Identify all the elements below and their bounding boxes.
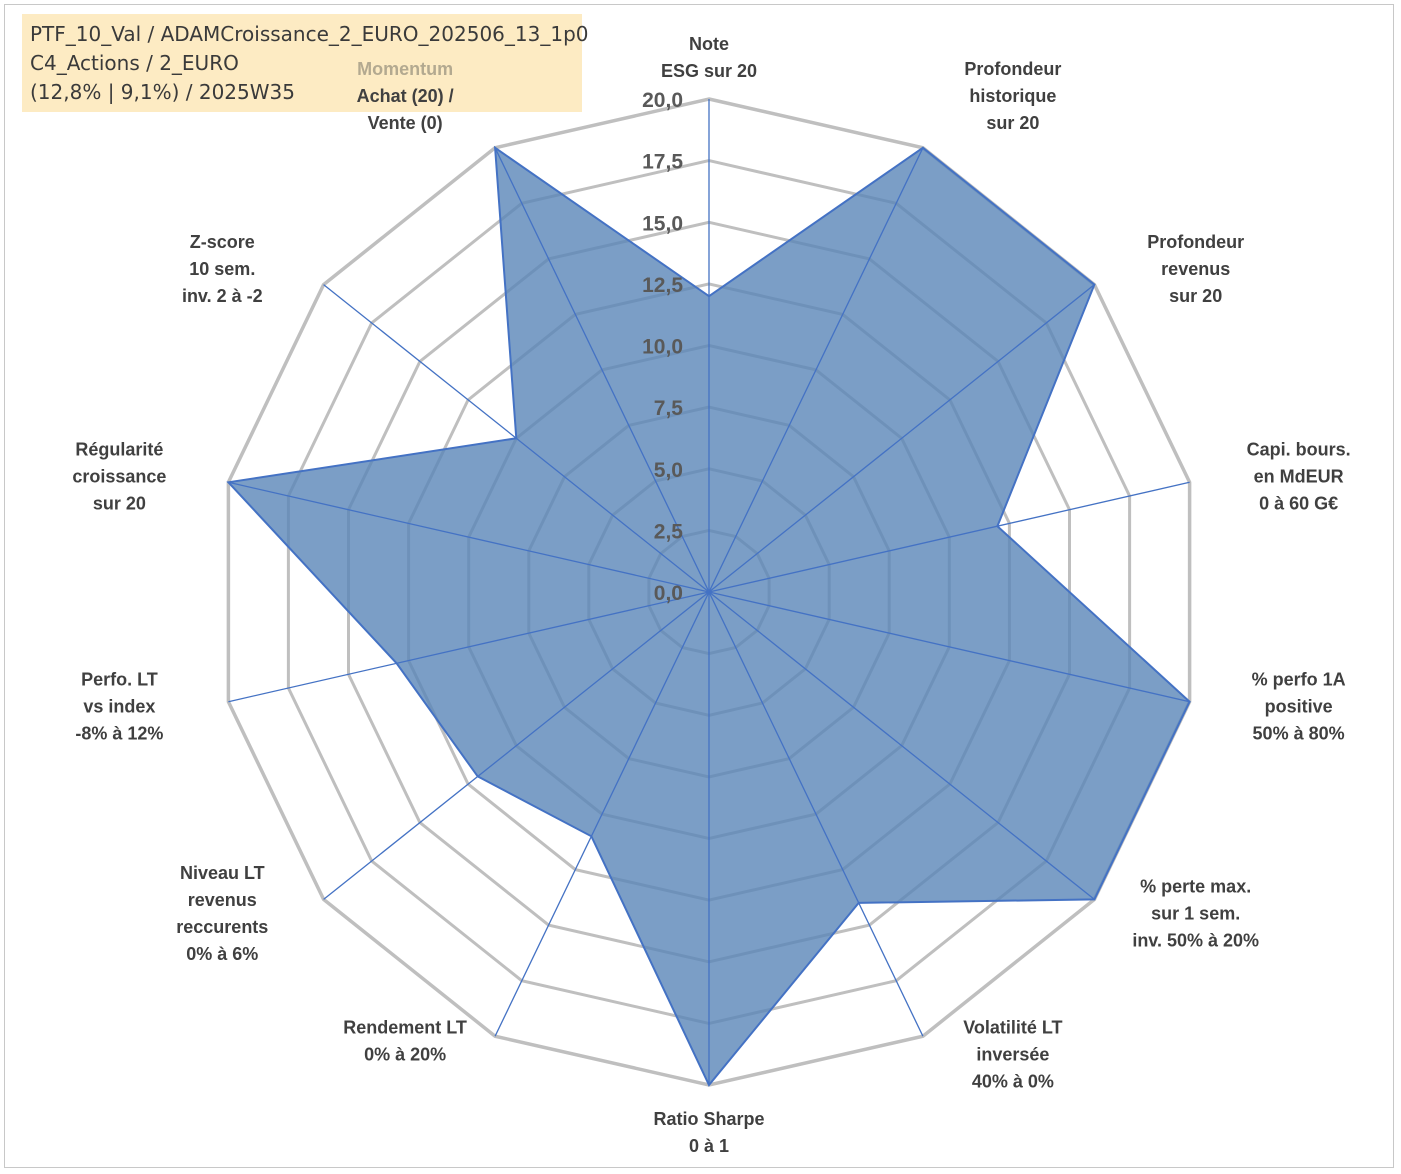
axis-label-line: Z-score (190, 232, 255, 252)
spoke-14 (494, 147, 710, 593)
axis-label-12: Régularité croissance sur 20 (72, 439, 166, 513)
axis-label-line: Niveau LT (180, 863, 265, 883)
radar-axis-labels: Note ESG sur 20 Profondeur historique sur 20… (72, 34, 1350, 1156)
axis-label-line: Capi. bours. (1247, 439, 1351, 459)
axis-label-line: sur 1 sem. (1151, 904, 1240, 924)
axis-label-line: revenus (1161, 259, 1230, 279)
tick-label: 15,0 (642, 212, 683, 235)
axis-label-line: Profondeur (1147, 232, 1244, 252)
axis-label-line: reccurents (176, 917, 268, 937)
tick-label: 20,0 (642, 89, 683, 112)
axis-label-10: Niveau LT revenus reccurents 0% à 6% (176, 863, 268, 964)
axis-label-line: Ratio Sharpe (653, 1109, 764, 1129)
tick-label: 12,5 (642, 274, 683, 297)
axis-label-line: inv. 50% à 20% (1132, 931, 1259, 951)
axis-label-line: % perte max. (1140, 877, 1251, 897)
axis-label-3: Profondeur revenus sur 20 (1147, 232, 1244, 306)
portfolio-info-box: PTF_10_Val / ADAMCroissance_2_EURO_20250… (22, 14, 589, 112)
axis-label-line: -8% à 12% (75, 723, 163, 743)
axis-label-line: Vente (0) (368, 113, 443, 133)
axis-label-line: 0 à 60 G€ (1259, 493, 1338, 513)
tick-label: 5,0 (654, 459, 683, 482)
tick-label: 2,5 (654, 520, 684, 543)
spoke-10 (323, 591, 710, 900)
radar-spokes (228, 99, 1190, 1085)
axis-label-1: Note ESG sur 20 (661, 34, 757, 81)
axis-label-4: Capi. bours. en MdEUR 0 à 60 G€ (1247, 439, 1351, 513)
axis-label-line: Rendement LT (343, 1018, 467, 1038)
axis-label-line: Achat (20) / (357, 86, 454, 106)
axis-label-line: 0 à 1 (689, 1136, 729, 1156)
spoke-2 (708, 147, 924, 593)
axis-label-13: Z-score 10 sem. inv. 2 à -2 (182, 232, 263, 306)
axis-label-line: Perfo. LT (81, 669, 158, 689)
axis-label-line: revenus (188, 890, 257, 910)
axis-label-line: en MdEUR (1254, 466, 1344, 486)
axis-label-line: Profondeur (964, 59, 1061, 79)
axis-label-6: % perte max. sur 1 sem. inv. 50% à 20% (1132, 877, 1259, 951)
axis-label-line: sur 20 (986, 113, 1039, 133)
axis-label-line: historique (969, 86, 1056, 106)
axis-label-line: Momentum (357, 59, 453, 79)
spoke-7 (708, 591, 924, 1037)
tick-label: 10,0 (642, 336, 683, 359)
axis-label-5: % perfo 1A positive 50% à 80% (1252, 669, 1346, 743)
tick-label: 0,0 (654, 582, 683, 605)
portfolio-stats: (12,8% | 9,1%) / 2025W35 (30, 80, 295, 104)
spoke-6 (708, 591, 1095, 900)
spoke-11 (228, 591, 710, 703)
axis-label-line: 10 sem. (189, 259, 255, 279)
radar-tick-labels: 0,0 2,5 5,0 7,5 10,0 12,5 15,0 17,5 20,0 (642, 89, 683, 605)
axis-label-line: sur 20 (93, 493, 146, 513)
spoke-5 (708, 591, 1190, 703)
tick-label: 17,5 (642, 151, 683, 174)
spoke-13 (323, 284, 710, 593)
axis-label-line: Régularité (75, 439, 163, 459)
axis-label-2: Profondeur historique sur 20 (964, 59, 1061, 133)
axis-label-line: inv. 2 à -2 (182, 286, 263, 306)
axis-label-8: Ratio Sharpe 0 à 1 (653, 1109, 764, 1156)
axis-label-line: 0% à 6% (186, 944, 258, 964)
axis-label-line: Volatilité LT (963, 1018, 1062, 1038)
axis-label-9: Rendement LT 0% à 20% (343, 1018, 467, 1065)
axis-label-7: Volatilité LT inversée 40% à 0% (963, 1018, 1062, 1092)
spoke-3 (708, 284, 1095, 593)
axis-label-line: 40% à 0% (972, 1072, 1054, 1092)
axis-label-14: Momentum Achat (20) / Vente (0) (357, 59, 454, 133)
axis-label-line: ESG sur 20 (661, 61, 757, 81)
chart-frame (4, 4, 1394, 1168)
spoke-12 (228, 481, 710, 593)
axis-label-line: Note (689, 34, 729, 54)
axis-label-line: vs index (83, 696, 155, 716)
axis-label-line: 50% à 80% (1253, 723, 1345, 743)
axis-label-11: Perfo. LT vs index -8% à 12% (75, 669, 163, 743)
spoke-4 (708, 481, 1190, 593)
axis-label-line: inversée (976, 1045, 1049, 1065)
axis-label-line: positive (1265, 696, 1333, 716)
axis-label-line: croissance (72, 466, 166, 486)
portfolio-category: C4_Actions / 2_EURO (30, 51, 239, 75)
axis-label-line: 0% à 20% (364, 1045, 446, 1065)
axis-label-line: sur 20 (1169, 286, 1222, 306)
axis-label-line: % perfo 1A (1252, 669, 1346, 689)
tick-label: 7,5 (654, 397, 684, 420)
portfolio-name: PTF_10_Val / ADAMCroissance_2_EURO_20250… (30, 22, 589, 46)
spoke-9 (494, 591, 710, 1037)
